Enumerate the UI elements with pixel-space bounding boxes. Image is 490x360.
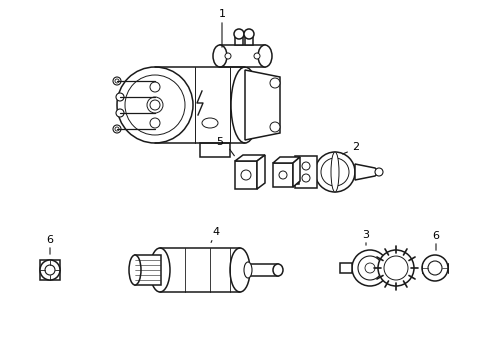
Text: 3: 3 xyxy=(363,230,369,240)
Bar xyxy=(248,264,278,276)
Circle shape xyxy=(270,122,280,132)
Ellipse shape xyxy=(234,29,244,39)
Circle shape xyxy=(352,250,388,286)
Circle shape xyxy=(270,78,280,88)
Bar xyxy=(340,263,352,273)
Polygon shape xyxy=(235,155,265,161)
Ellipse shape xyxy=(331,152,339,192)
Circle shape xyxy=(375,168,383,176)
Ellipse shape xyxy=(129,255,141,285)
Circle shape xyxy=(225,53,231,59)
Text: 4: 4 xyxy=(213,227,220,237)
Text: 6: 6 xyxy=(433,231,440,241)
Bar xyxy=(273,163,293,187)
Circle shape xyxy=(113,125,121,133)
Text: 2: 2 xyxy=(352,142,360,152)
Bar xyxy=(293,160,299,168)
Circle shape xyxy=(116,109,124,117)
Bar xyxy=(293,176,299,184)
Bar xyxy=(295,156,317,188)
Ellipse shape xyxy=(258,45,272,67)
Bar xyxy=(135,255,161,285)
Polygon shape xyxy=(273,157,300,163)
Circle shape xyxy=(254,53,260,59)
Ellipse shape xyxy=(231,67,259,143)
Text: 5: 5 xyxy=(217,137,223,147)
Circle shape xyxy=(40,260,60,280)
Ellipse shape xyxy=(273,264,283,276)
Circle shape xyxy=(116,93,124,101)
Ellipse shape xyxy=(244,262,252,278)
Circle shape xyxy=(378,250,414,286)
Circle shape xyxy=(422,255,448,281)
Text: 1: 1 xyxy=(219,9,225,19)
Polygon shape xyxy=(257,155,265,189)
Polygon shape xyxy=(245,70,280,140)
Bar xyxy=(40,260,60,280)
Text: 6: 6 xyxy=(47,235,53,245)
Polygon shape xyxy=(293,157,300,187)
Bar xyxy=(245,35,253,45)
Circle shape xyxy=(287,160,295,168)
Ellipse shape xyxy=(213,45,227,67)
Ellipse shape xyxy=(150,248,170,292)
Bar xyxy=(220,45,265,67)
Circle shape xyxy=(287,176,295,184)
Circle shape xyxy=(315,152,355,192)
Polygon shape xyxy=(355,164,379,180)
Bar xyxy=(235,35,243,45)
Bar xyxy=(200,143,230,157)
Circle shape xyxy=(113,77,121,85)
Circle shape xyxy=(117,67,193,143)
Ellipse shape xyxy=(230,248,250,292)
Ellipse shape xyxy=(244,29,254,39)
Bar xyxy=(235,161,257,189)
